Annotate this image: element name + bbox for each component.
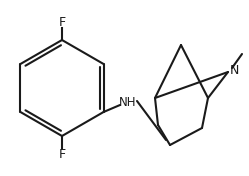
Text: NH: NH (119, 96, 137, 109)
Text: N: N (229, 64, 239, 77)
Text: F: F (59, 15, 65, 29)
Text: F: F (59, 147, 65, 161)
